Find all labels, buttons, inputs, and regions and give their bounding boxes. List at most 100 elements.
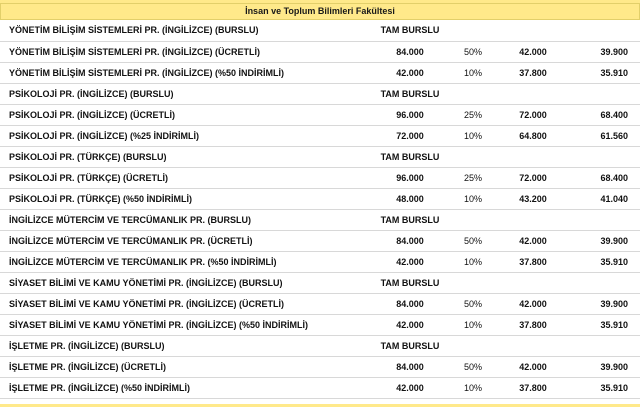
advance-payment-fee: [568, 209, 640, 231]
tuition-fee: 42.000: [372, 314, 448, 336]
discount-percent: [448, 20, 498, 42]
program-name: PSİKOLOJİ PR. (İNGİLİZCE) (BURSLU): [0, 83, 372, 105]
discount-percent: 10%: [448, 62, 498, 84]
program-name: SİYASET BİLİMİ VE KAMU YÖNETİMİ PR. (İNG…: [0, 272, 372, 294]
table-row: SİYASET BİLİMİ VE KAMU YÖNETİMİ PR. (İNG…: [0, 293, 640, 315]
discounted-fee: 72.000: [498, 167, 568, 189]
tuition-fee: 96.000: [372, 104, 448, 126]
advance-payment-fee: [568, 272, 640, 294]
table-row: SİYASET BİLİMİ VE KAMU YÖNETİMİ PR. (İNG…: [0, 314, 640, 336]
advance-payment-fee: [568, 83, 640, 105]
table-row: YÖNETİM BİLİŞİM SİSTEMLERİ PR. (İNGİLİZC…: [0, 62, 640, 84]
discounted-fee: 42.000: [498, 356, 568, 378]
advance-payment-fee: [568, 20, 640, 42]
discount-percent: [448, 83, 498, 105]
table-row: İŞLETME PR. (İNGİLİZCE) (%50 İNDİRİMLİ) …: [0, 377, 640, 399]
discount-percent: 50%: [448, 230, 498, 252]
advance-payment-fee: 35.910: [568, 377, 640, 399]
program-name: PSİKOLOJİ PR. (İNGİLİZCE) (%25 İNDİRİMLİ…: [0, 125, 372, 147]
tuition-fee: TAM BURSLU: [372, 20, 448, 42]
program-name: İNGİLİZCE MÜTERCİM VE TERCÜMANLIK PR. (B…: [0, 209, 372, 231]
discounted-fee: 37.800: [498, 62, 568, 84]
discounted-fee: 37.800: [498, 377, 568, 399]
faculty-title: İnsan ve Toplum Bilimleri Fakültesi: [0, 3, 640, 20]
discount-percent: 10%: [448, 125, 498, 147]
table-row: PSİKOLOJİ PR. (TÜRKÇE) (ÜCRETLİ) 96.000 …: [0, 167, 640, 189]
advance-payment-fee: 68.400: [568, 104, 640, 126]
discount-percent: 25%: [448, 104, 498, 126]
tuition-fee: TAM BURSLU: [372, 146, 448, 168]
tuition-fee: 72.000: [372, 125, 448, 147]
advance-payment-fee: [568, 335, 640, 357]
discounted-fee: 42.000: [498, 293, 568, 315]
table-row: İNGİLİZCE MÜTERCİM VE TERCÜMANLIK PR. (B…: [0, 209, 640, 231]
program-name: YÖNETİM BİLİŞİM SİSTEMLERİ PR. (İNGİLİZC…: [0, 62, 372, 84]
tuition-fee: 42.000: [372, 377, 448, 399]
program-name: SİYASET BİLİMİ VE KAMU YÖNETİMİ PR. (İNG…: [0, 314, 372, 336]
tuition-fee: TAM BURSLU: [372, 209, 448, 231]
discounted-fee: 37.800: [498, 251, 568, 273]
program-name: İŞLETME PR. (İNGİLİZCE) (ÜCRETLİ): [0, 356, 372, 378]
advance-payment-fee: 35.910: [568, 314, 640, 336]
discount-percent: [448, 335, 498, 357]
tuition-fee: 42.000: [372, 62, 448, 84]
discount-percent: 10%: [448, 251, 498, 273]
discounted-fee: [498, 335, 568, 357]
advance-payment-fee: 35.910: [568, 62, 640, 84]
tuition-fee: 48.000: [372, 188, 448, 210]
table-row: PSİKOLOJİ PR. (TÜRKÇE) (%50 İNDİRİMLİ) 4…: [0, 188, 640, 210]
advance-payment-fee: 35.910: [568, 251, 640, 273]
tuition-fee: TAM BURSLU: [372, 272, 448, 294]
program-name: YÖNETİM BİLİŞİM SİSTEMLERİ PR. (İNGİLİZC…: [0, 20, 372, 42]
discounted-fee: [498, 146, 568, 168]
program-name: SİYASET BİLİMİ VE KAMU YÖNETİMİ PR. (İNG…: [0, 293, 372, 315]
tuition-fee: 84.000: [372, 356, 448, 378]
table-row: PSİKOLOJİ PR. (İNGİLİZCE) (BURSLU) TAM B…: [0, 83, 640, 105]
discount-percent: 10%: [448, 188, 498, 210]
bottom-accent-bar: [0, 404, 640, 407]
tuition-fee: TAM BURSLU: [372, 335, 448, 357]
table-row: YÖNETİM BİLİŞİM SİSTEMLERİ PR. (İNGİLİZC…: [0, 41, 640, 63]
discount-percent: 10%: [448, 377, 498, 399]
table-row: SİYASET BİLİMİ VE KAMU YÖNETİMİ PR. (İNG…: [0, 272, 640, 294]
discount-percent: [448, 146, 498, 168]
discount-percent: 50%: [448, 293, 498, 315]
program-name: İŞLETME PR. (İNGİLİZCE) (BURSLU): [0, 335, 372, 357]
discount-percent: 50%: [448, 41, 498, 63]
table-row: İNGİLİZCE MÜTERCİM VE TERCÜMANLIK PR. (Ü…: [0, 230, 640, 252]
discounted-fee: 42.000: [498, 41, 568, 63]
tuition-fee: 84.000: [372, 293, 448, 315]
tuition-fee: TAM BURSLU: [372, 83, 448, 105]
program-name: YÖNETİM BİLİŞİM SİSTEMLERİ PR. (İNGİLİZC…: [0, 41, 372, 63]
program-name: İŞLETME PR. (İNGİLİZCE) (%50 İNDİRİMLİ): [0, 377, 372, 399]
table-row: İŞLETME PR. (İNGİLİZCE) (BURSLU) TAM BUR…: [0, 335, 640, 357]
advance-payment-fee: 39.900: [568, 230, 640, 252]
discounted-fee: 37.800: [498, 314, 568, 336]
tuition-fee: 42.000: [372, 251, 448, 273]
table-row: PSİKOLOJİ PR. (İNGİLİZCE) (ÜCRETLİ) 96.0…: [0, 104, 640, 126]
discount-percent: 10%: [448, 314, 498, 336]
program-name: PSİKOLOJİ PR. (İNGİLİZCE) (ÜCRETLİ): [0, 104, 372, 126]
program-name: PSİKOLOJİ PR. (TÜRKÇE) (BURSLU): [0, 146, 372, 168]
discount-percent: 25%: [448, 167, 498, 189]
tuition-table: YÖNETİM BİLİŞİM SİSTEMLERİ PR. (İNGİLİZC…: [0, 20, 640, 399]
program-name: PSİKOLOJİ PR. (TÜRKÇE) (%50 İNDİRİMLİ): [0, 188, 372, 210]
tuition-table-body: YÖNETİM BİLİŞİM SİSTEMLERİ PR. (İNGİLİZC…: [0, 20, 640, 399]
discounted-fee: 42.000: [498, 230, 568, 252]
advance-payment-fee: 41.040: [568, 188, 640, 210]
discounted-fee: [498, 209, 568, 231]
discounted-fee: [498, 272, 568, 294]
program-name: İNGİLİZCE MÜTERCİM VE TERCÜMANLIK PR. (%…: [0, 251, 372, 273]
discounted-fee: 72.000: [498, 104, 568, 126]
discounted-fee: 43.200: [498, 188, 568, 210]
tuition-fee: 84.000: [372, 230, 448, 252]
discounted-fee: [498, 83, 568, 105]
discount-percent: 50%: [448, 356, 498, 378]
advance-payment-fee: 39.900: [568, 41, 640, 63]
advance-payment-fee: 39.900: [568, 356, 640, 378]
table-row: PSİKOLOJİ PR. (TÜRKÇE) (BURSLU) TAM BURS…: [0, 146, 640, 168]
table-row: PSİKOLOJİ PR. (İNGİLİZCE) (%25 İNDİRİMLİ…: [0, 125, 640, 147]
tuition-fee: 84.000: [372, 41, 448, 63]
advance-payment-fee: 61.560: [568, 125, 640, 147]
